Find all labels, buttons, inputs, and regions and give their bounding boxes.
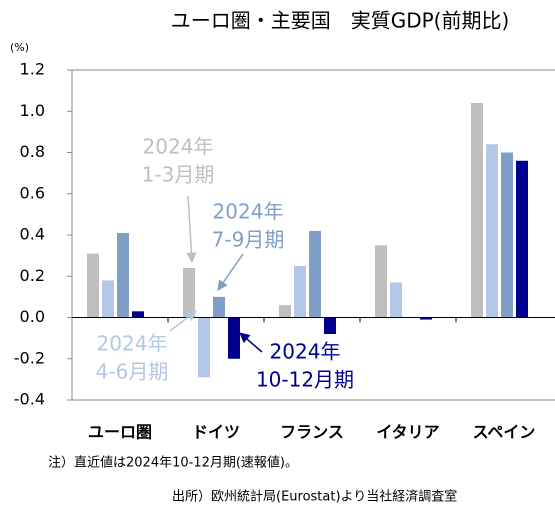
legend-label: 1-3月期 bbox=[142, 163, 215, 187]
legend-label: 4-6月期 bbox=[96, 360, 169, 384]
source: 出所）欧州統計局(Eurostat)より当社経済調査室 bbox=[172, 489, 457, 505]
bar bbox=[309, 230, 321, 318]
bar bbox=[228, 317, 240, 359]
bar bbox=[375, 245, 387, 318]
bar bbox=[102, 280, 114, 318]
legend-arrow bbox=[169, 310, 197, 332]
legend-arrow bbox=[239, 332, 263, 353]
bar bbox=[471, 103, 483, 318]
legend-arrow bbox=[186, 195, 197, 264]
y-tick-label: 1.0 bbox=[20, 101, 45, 120]
bar bbox=[117, 232, 129, 318]
legend-label: 7-9月期 bbox=[212, 228, 285, 252]
y-tick-label: 0.8 bbox=[20, 142, 45, 161]
bar bbox=[87, 253, 99, 318]
note: 注）直近値は2024年10-12月期(速報値)。 bbox=[48, 455, 298, 471]
bar bbox=[324, 317, 336, 334]
bar bbox=[486, 144, 498, 318]
bar bbox=[420, 317, 432, 320]
y-tick-label: 0.6 bbox=[20, 183, 45, 202]
x-tick-label: ユーロ圏 bbox=[88, 423, 152, 442]
y-unit: (%) bbox=[10, 41, 29, 54]
legend-label: 2024年 bbox=[270, 340, 341, 364]
y-tick-label: 1.2 bbox=[20, 60, 45, 79]
bar bbox=[183, 268, 195, 318]
bar bbox=[132, 311, 144, 318]
x-tick-label: フランス bbox=[280, 423, 344, 442]
bar bbox=[198, 317, 210, 378]
chart-title: ユーロ圏・主要国 実質GDP(前期比) bbox=[171, 9, 510, 33]
legend-label: 2024年 bbox=[143, 135, 214, 159]
bar bbox=[390, 282, 402, 318]
bar bbox=[516, 160, 528, 318]
bar bbox=[213, 296, 225, 318]
bar bbox=[294, 265, 306, 318]
legend-label: 2024年 bbox=[213, 200, 284, 224]
y-tick-label: 0.0 bbox=[20, 307, 45, 326]
y-tick-label: 0.2 bbox=[20, 266, 45, 285]
y-tick-label: 0.4 bbox=[20, 225, 45, 244]
legend-label: 2024年 bbox=[97, 332, 168, 356]
y-tick-label: -0.4 bbox=[14, 390, 45, 409]
x-tick-label: イタリア bbox=[376, 423, 439, 442]
x-tick-label: スペイン bbox=[473, 423, 536, 442]
bar bbox=[501, 152, 513, 318]
bar bbox=[279, 305, 291, 318]
x-tick-label: ドイツ bbox=[192, 423, 240, 442]
legend-label: 10-12月期 bbox=[256, 368, 354, 392]
legend-arrow bbox=[217, 253, 244, 291]
y-tick-label: -0.2 bbox=[14, 348, 45, 367]
